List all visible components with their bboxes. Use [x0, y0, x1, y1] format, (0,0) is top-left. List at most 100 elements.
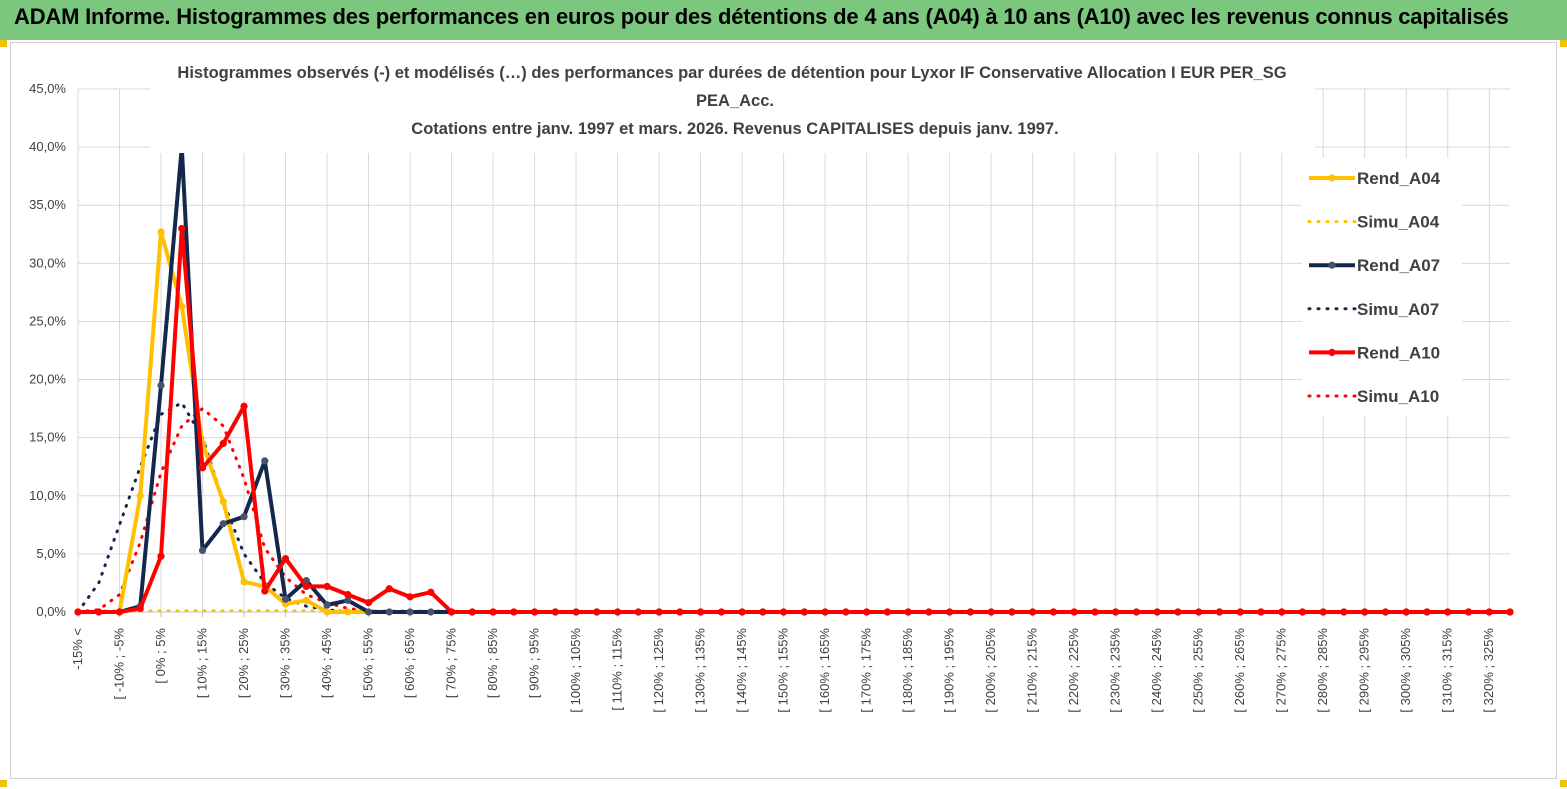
legend-marker-rend-a10	[1328, 348, 1336, 356]
data-point-rend-a10	[1132, 608, 1141, 616]
data-point-rend-a07	[427, 608, 435, 616]
data-point-rend-a10	[634, 608, 642, 616]
data-point-rend-a10	[1257, 608, 1265, 616]
data-point-rend-a04	[240, 578, 248, 586]
x-tick-label: [ 90% ; 95%	[527, 628, 542, 699]
x-tick-label: [ 160% ; 165%	[817, 628, 832, 713]
legend-label-simu-a04: Simu_A04	[1357, 213, 1440, 232]
data-point-rend-a04	[178, 302, 186, 310]
chart-title: Histogrammes observés (-) et modélisés (…	[150, 58, 1315, 153]
x-tick-label: [ 280% ; 285%	[1315, 628, 1330, 713]
x-tick-label: [ 310% ; 315%	[1440, 628, 1455, 713]
data-point-rend-a07	[323, 601, 331, 609]
data-point-rend-a07	[364, 608, 373, 616]
x-tick-label: [ 60% ; 65%	[402, 628, 417, 699]
data-point-rend-a10	[1423, 608, 1431, 616]
x-tick-label: [ 30% ; 35%	[278, 628, 293, 699]
data-point-rend-a10	[925, 608, 933, 616]
data-point-rend-a10	[613, 608, 622, 616]
y-tick-label: 15,0%	[29, 430, 66, 445]
x-tick-label: [ 70% ; 75%	[444, 628, 459, 699]
data-point-rend-a10	[1049, 608, 1058, 616]
x-tick-label: [ 230% ; 235%	[1108, 628, 1123, 713]
data-point-rend-a10	[281, 554, 290, 563]
x-tick-label: [ 270% ; 275%	[1274, 628, 1289, 713]
data-point-rend-a10	[385, 585, 393, 593]
x-tick-label: [ 130% ; 135%	[693, 628, 708, 713]
data-point-rend-a10	[1464, 608, 1473, 616]
x-tick-label: [ 250% ; 255%	[1191, 628, 1206, 713]
series-line-rend-a10	[78, 226, 1510, 614]
x-tick-label: [ 320% ; 325%	[1481, 628, 1496, 713]
x-tick-label: [ 50% ; 55%	[361, 628, 376, 699]
legend-background	[1302, 158, 1462, 416]
data-point-rend-a10	[1381, 608, 1390, 616]
data-point-rend-a10	[468, 608, 476, 616]
legend-label-rend-a10: Rend_A10	[1357, 343, 1440, 362]
data-point-rend-a10	[1029, 608, 1037, 616]
data-point-rend-a10	[510, 608, 518, 616]
chart-title-background	[150, 58, 1315, 153]
data-point-rend-a10	[1506, 608, 1514, 616]
data-point-rend-a04	[219, 497, 227, 506]
data-point-rend-a10	[95, 608, 103, 616]
series-lines	[74, 143, 1514, 616]
data-point-rend-a10	[1215, 608, 1224, 616]
y-tick-label: 10,0%	[29, 488, 66, 503]
legend-label-simu-a07: Simu_A07	[1357, 300, 1439, 319]
data-point-rend-a10	[530, 608, 539, 616]
y-tick-label: 40,0%	[29, 139, 66, 154]
x-tick-label: [ 190% ; 195%	[942, 628, 957, 713]
legend-marker-rend-a04	[1328, 174, 1336, 182]
y-tick-label: 45,0%	[29, 81, 66, 96]
data-point-rend-a10	[780, 608, 788, 616]
series-line-simu-a07	[76, 401, 1512, 614]
data-point-rend-a10	[1236, 608, 1244, 616]
data-point-rend-a07	[240, 513, 248, 521]
y-tick-label: 5,0%	[36, 546, 66, 561]
data-point-rend-a10	[344, 590, 352, 599]
data-point-rend-a10	[883, 608, 891, 616]
x-axis: -15% < [ -10% ; -5% [ 0% ; 5% [ 10% ; 15% [ …	[70, 611, 1510, 713]
data-point-rend-a10	[1402, 608, 1410, 616]
x-tick-label: -15% <	[70, 628, 85, 670]
chart-title-line-2: PEA_Acc.	[696, 92, 774, 110]
y-tick-label: 25,0%	[29, 313, 66, 328]
data-point-rend-a10	[1340, 608, 1348, 616]
data-point-rend-a10	[364, 599, 373, 607]
corner-mark-top-right	[1560, 40, 1567, 47]
data-point-rend-a10	[1444, 608, 1452, 616]
data-point-rend-a10	[676, 608, 684, 616]
x-tick-label: [ -10% ; -5%	[112, 628, 127, 700]
x-tick-label: [ 210% ; 215%	[1025, 628, 1040, 713]
data-point-rend-a10	[759, 608, 767, 616]
data-point-rend-a10	[738, 608, 746, 616]
banner-title: ADAM Informe. Histogrammes des performan…	[14, 4, 1509, 29]
y-tick-label: 20,0%	[29, 372, 66, 387]
x-tick-label: [ 300% ; 305%	[1398, 628, 1413, 713]
data-point-rend-a10	[198, 464, 207, 472]
data-point-rend-a04	[323, 608, 331, 616]
data-point-rend-a10	[1319, 608, 1327, 616]
data-point-rend-a10	[1153, 608, 1161, 616]
data-point-rend-a10	[1070, 608, 1078, 616]
x-tick-label: [ 260% ; 265%	[1232, 628, 1247, 713]
data-point-rend-a10	[593, 608, 601, 616]
x-tick-label: [ 150% ; 155%	[776, 628, 791, 713]
x-tick-label: [ 290% ; 295%	[1357, 628, 1372, 713]
data-point-rend-a10	[1008, 608, 1016, 616]
corner-mark-bottom-left	[0, 780, 7, 787]
data-point-rend-a07	[281, 595, 290, 603]
data-point-rend-a10	[136, 604, 144, 613]
series-line-simu-a10	[76, 407, 1512, 614]
x-tick-label: [ 220% ; 225%	[1066, 628, 1081, 713]
x-tick-label: [ 20% ; 25%	[236, 628, 251, 699]
data-point-rend-a10	[966, 608, 975, 616]
data-point-rend-a10	[904, 608, 912, 616]
data-point-rend-a10	[261, 587, 269, 595]
series-line-rend-a04	[78, 230, 1510, 614]
y-tick-label: 30,0%	[29, 255, 66, 270]
corner-mark-top-left	[0, 40, 7, 47]
data-point-rend-a10	[1112, 608, 1120, 616]
data-point-rend-a10	[74, 608, 82, 616]
